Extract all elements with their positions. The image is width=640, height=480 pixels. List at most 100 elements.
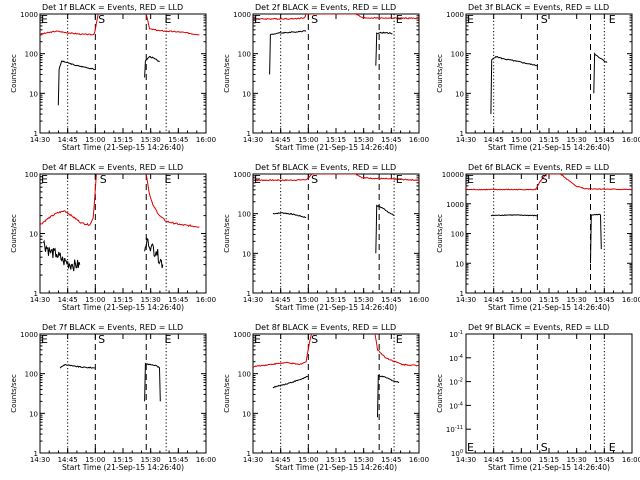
x-tick-label: 15:45 (381, 136, 401, 144)
events-series-line (272, 212, 307, 218)
y-tick-label: 1000 (20, 11, 38, 19)
x-tick-label: 16:00 (196, 456, 216, 464)
events-series-line (272, 376, 308, 389)
x-tick-label: 16:00 (196, 136, 216, 144)
x-axis-label: Start Time (21-Sep-15 14:26:40) (62, 143, 184, 152)
y-tick-label: 1 (34, 290, 38, 298)
events-series-line (590, 213, 602, 264)
panel-title: Det 4f BLACK = Events, RED = LLD (42, 163, 183, 172)
y-tick-label: 1 (247, 450, 251, 458)
x-tick-label: 15:45 (168, 296, 188, 304)
y-tick-label: 1 (34, 130, 38, 138)
y-tick-label: 100 (25, 371, 38, 379)
x-tick-label: 15:15 (539, 296, 559, 304)
x-tick-label: 15:15 (113, 456, 133, 464)
plot-panel-6: Det 6f BLACK = Events, RED = LLD 1 10 100 10… (436, 163, 640, 312)
x-tick-label: 16:00 (196, 296, 216, 304)
y-tick-label: 100 (451, 51, 464, 59)
x-tick-label: 15:30 (354, 136, 374, 144)
x-axis-label: Start Time (21-Sep-15 14:26:40) (275, 143, 397, 152)
x-axis-label: Start Time (21-Sep-15 14:26:40) (275, 303, 397, 312)
marker-e-left: E (41, 173, 48, 186)
x-tick-label: 15:45 (594, 136, 614, 144)
y-tick-label: 1000 (233, 171, 251, 179)
marker-e-left: E (254, 333, 261, 346)
panel-title: Det 3f BLACK = Events, RED = LLD (468, 3, 609, 12)
x-tick-label: 15:00 (298, 456, 318, 464)
marker-s: S (541, 441, 548, 454)
series-group (253, 174, 419, 254)
panel-title: Det 9f BLACK = Events, RED = LLD (468, 323, 609, 332)
events-series-line (57, 60, 95, 106)
marker-e: E (609, 441, 616, 454)
marker-s: S (98, 13, 105, 26)
plot-panel-9: Det 9f BLACK = Events, RED = LLD10010-11… (436, 323, 640, 472)
y-axis-label: Counts/sec (436, 54, 444, 93)
x-tick-label: 15:30 (141, 296, 161, 304)
y-tick-label: 100 (451, 449, 463, 458)
y-tick-label: 10-1 (449, 330, 463, 339)
y-tick-label: 10 (242, 250, 251, 258)
x-tick-label: 14:45 (58, 296, 78, 304)
marker-s: S (541, 173, 548, 186)
x-tick-label: 16:00 (409, 296, 429, 304)
events-series-line (375, 204, 395, 254)
y-tick-label: 1000 (446, 201, 464, 209)
series-group (59, 362, 161, 402)
series-group (253, 14, 419, 75)
x-tick-label: 15:00 (85, 456, 105, 464)
series-group (490, 52, 608, 115)
x-tick-label: 14:30 (456, 136, 476, 144)
x-tick-label: 14:45 (484, 136, 504, 144)
y-tick-label: 1 (247, 130, 251, 138)
x-tick-label: 15:15 (326, 136, 346, 144)
lld-series-line (374, 334, 419, 367)
x-tick-label: 15:30 (567, 136, 587, 144)
x-tick-label: 15:45 (381, 296, 401, 304)
x-tick-label: 14:45 (484, 296, 504, 304)
series-group (253, 334, 419, 418)
y-tick-label: 1 (34, 450, 38, 458)
plot-frame (465, 173, 633, 294)
plot-panel-1: Det 1f BLACK = Events, RED = LLD 1 10 100 10… (10, 3, 216, 152)
marker-e-left: E (41, 333, 48, 346)
plot-panel-2: Det 2f BLACK = Events, RED = LLD 1 10 100 10… (223, 3, 429, 152)
events-series-line (144, 56, 160, 78)
events-series-line (490, 214, 538, 217)
plot-frame (39, 333, 207, 454)
x-tick-label: 15:00 (511, 136, 531, 144)
marker-s: S (311, 13, 318, 26)
y-tick-label: 100 (238, 371, 251, 379)
x-tick-label: 15:00 (298, 136, 318, 144)
y-tick-label: 10-11 (446, 425, 463, 434)
y-tick-label: 10 (455, 90, 464, 98)
panel-title: Det 6f BLACK = Events, RED = LLD (468, 163, 609, 172)
x-tick-label: 15:00 (511, 296, 531, 304)
lld-series-line (253, 14, 419, 21)
marker-s: S (311, 173, 318, 186)
x-tick-label: 15:45 (594, 456, 614, 464)
panel-title: Det 1f BLACK = Events, RED = LLD (42, 3, 183, 12)
marker-e-left: E (467, 173, 474, 186)
y-tick-label: 1 (460, 130, 464, 138)
y-axis-label: Counts/sec (223, 214, 231, 253)
lld-series-line (145, 14, 200, 36)
marker-e: E (165, 333, 172, 346)
marker-e-left: E (467, 13, 474, 26)
y-tick-label: 10 (29, 90, 38, 98)
plot-frame (465, 13, 633, 134)
x-tick-label: 15:15 (113, 136, 133, 144)
marker-e: E (165, 13, 172, 26)
y-tick-label: 10-2 (449, 378, 463, 387)
x-tick-label: 15:30 (354, 456, 374, 464)
y-tick-label: 1000 (233, 11, 251, 19)
events-series-line (144, 237, 164, 269)
x-tick-label: 15:30 (354, 296, 374, 304)
series-group (40, 174, 200, 272)
x-tick-label: 14:45 (271, 136, 291, 144)
series-group (40, 14, 200, 106)
x-tick-label: 15:15 (539, 456, 559, 464)
y-tick-label: 10 (242, 410, 251, 418)
panel-title: Det 8f BLACK = Events, RED = LLD (255, 323, 396, 332)
